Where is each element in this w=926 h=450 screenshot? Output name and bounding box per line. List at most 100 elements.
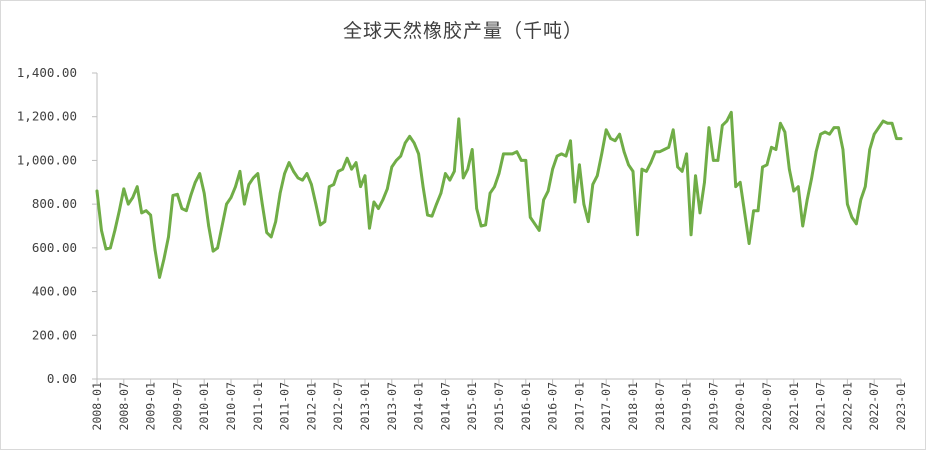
data-point <box>140 211 143 215</box>
data-point <box>350 167 353 171</box>
data-point <box>368 226 371 230</box>
x-tick-label: 2019-01 <box>680 382 694 431</box>
data-point <box>810 176 813 180</box>
data-point <box>225 202 228 206</box>
x-tick-label: 2021-07 <box>814 382 828 431</box>
data-point <box>216 246 219 250</box>
series-line <box>95 110 903 279</box>
data-point <box>314 202 318 206</box>
data-point <box>377 207 380 210</box>
data-point <box>260 202 264 206</box>
data-point <box>466 167 470 171</box>
data-point <box>595 174 599 178</box>
data-point <box>278 191 282 195</box>
data-point <box>846 202 849 206</box>
x-tick-label: 2021-01 <box>787 382 801 431</box>
data-point <box>578 163 581 167</box>
data-point <box>153 248 157 252</box>
x-tick-label: 2022-01 <box>840 382 854 431</box>
data-point <box>694 174 697 178</box>
data-point <box>256 172 260 175</box>
data-point <box>613 139 617 143</box>
data-point <box>537 229 541 232</box>
data-point <box>685 152 688 156</box>
x-tick-label: 2011-07 <box>278 382 292 431</box>
x-tick-label: 2022-07 <box>867 382 881 431</box>
data-point <box>640 167 644 171</box>
data-point <box>457 117 461 121</box>
data-point <box>198 172 202 175</box>
data-point <box>752 209 755 212</box>
x-tick-label: 2019-07 <box>706 382 720 431</box>
data-point <box>841 148 845 151</box>
data-point <box>238 170 242 173</box>
data-point <box>729 111 733 114</box>
data-point <box>426 213 429 217</box>
data-point <box>636 233 639 237</box>
data-point <box>502 152 505 156</box>
y-tick-label: 1,000.00 <box>17 152 77 167</box>
data-point <box>296 176 300 180</box>
data-point <box>100 229 103 232</box>
data-point <box>363 174 367 178</box>
data-point <box>220 224 224 228</box>
data-point <box>528 215 532 219</box>
data-point <box>600 152 604 156</box>
data-point <box>252 176 255 180</box>
data-point <box>868 148 872 151</box>
data-point <box>573 200 577 204</box>
data-point <box>560 152 563 156</box>
data-point <box>555 154 559 158</box>
data-point <box>511 152 514 156</box>
data-point <box>171 194 175 197</box>
data-point <box>327 185 331 188</box>
data-point <box>783 130 787 134</box>
x-tick-label: 2015-07 <box>492 382 506 431</box>
x-tick-label: 2017-07 <box>599 382 613 431</box>
x-axis: 2008-01 2008-07 2009-01 2009-07 2010-01 2010-… <box>90 378 908 431</box>
data-point <box>247 183 251 186</box>
x-tick-label: 2017-01 <box>572 382 586 431</box>
data-point <box>645 170 648 173</box>
data-point <box>738 180 742 184</box>
data-point <box>770 146 773 149</box>
data-point <box>564 154 568 158</box>
data-point <box>412 141 416 145</box>
data-point <box>283 172 286 175</box>
data-point <box>95 189 99 193</box>
data-point <box>439 191 443 195</box>
data-point <box>515 150 519 153</box>
data-point <box>627 163 630 167</box>
data-point <box>372 200 376 204</box>
y-tick-label: 200.00 <box>32 327 77 342</box>
data-point <box>149 213 152 217</box>
data-point <box>587 220 590 223</box>
data-point <box>461 176 465 180</box>
data-point <box>202 191 206 195</box>
y-tick-label: 800.00 <box>32 196 77 211</box>
data-point <box>863 185 867 188</box>
x-tick-label: 2009-01 <box>144 382 158 431</box>
data-point <box>698 211 702 215</box>
x-tick-label: 2020-07 <box>760 382 774 431</box>
data-point <box>287 161 291 164</box>
data-point <box>109 246 112 250</box>
data-point <box>631 170 635 173</box>
data-point <box>779 121 782 125</box>
data-point <box>167 235 170 239</box>
data-point <box>877 126 880 129</box>
data-point <box>113 229 117 232</box>
data-point <box>725 119 729 123</box>
data-point <box>176 193 179 196</box>
x-tick-label: 2018-01 <box>626 382 640 431</box>
data-point <box>712 159 715 162</box>
data-point <box>707 126 711 129</box>
data-point <box>801 224 805 228</box>
data-point <box>122 187 126 191</box>
data-point <box>819 132 822 136</box>
data-point <box>582 202 586 206</box>
data-point <box>305 172 309 175</box>
x-tick-label: 2016-07 <box>546 382 560 431</box>
data-point <box>394 159 398 162</box>
data-point <box>788 167 791 171</box>
